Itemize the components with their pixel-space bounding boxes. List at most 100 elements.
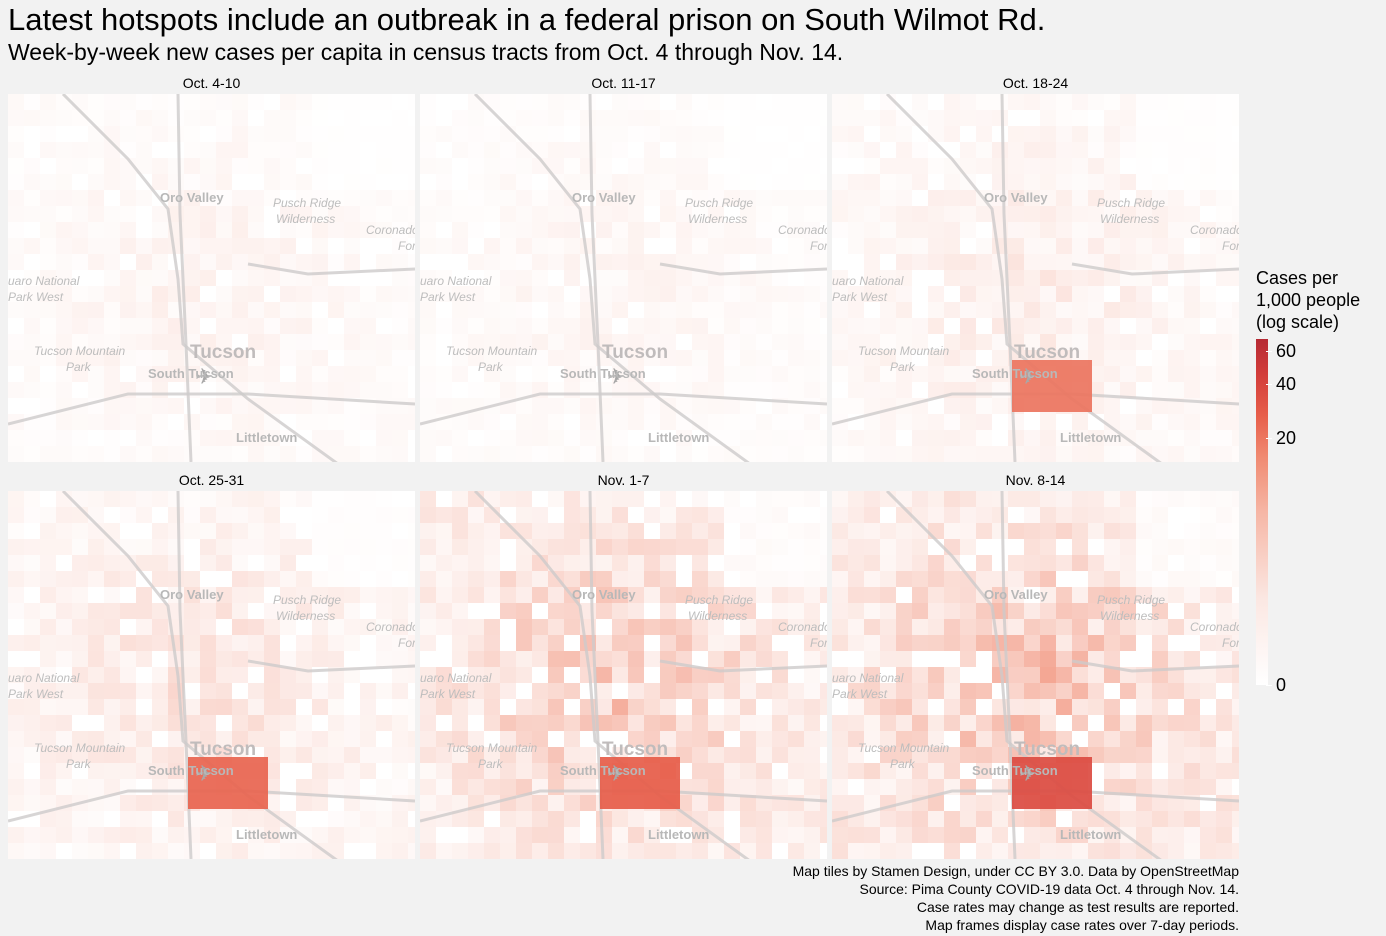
census-tract [724, 206, 740, 222]
census-tract [864, 603, 880, 619]
census-tract [500, 731, 516, 747]
census-tract [772, 491, 788, 507]
census-tract [408, 603, 415, 619]
census-tract [1168, 715, 1184, 731]
census-tract [992, 763, 1008, 779]
census-tract [376, 571, 392, 587]
census-tract [1104, 238, 1120, 254]
census-tract [360, 539, 376, 555]
census-tract [296, 366, 312, 382]
census-tract [708, 110, 724, 126]
census-tract [1184, 571, 1200, 587]
census-tract [628, 635, 644, 651]
census-tract [264, 366, 280, 382]
census-tract [248, 142, 264, 158]
census-tract [612, 619, 628, 635]
census-tract [788, 507, 804, 523]
census-tract [1152, 571, 1168, 587]
census-tract [516, 795, 532, 811]
census-tract [992, 430, 1008, 446]
census-tract [820, 334, 827, 350]
census-tract [516, 603, 532, 619]
census-tract [120, 747, 136, 763]
census-tract [56, 811, 72, 827]
census-tract [376, 446, 392, 462]
census-tract [312, 571, 328, 587]
census-tract [1216, 827, 1232, 843]
census-tract [360, 587, 376, 603]
census-tract [184, 302, 200, 318]
census-tract [1056, 667, 1072, 683]
census-tract [312, 763, 328, 779]
census-tract [216, 350, 232, 366]
census-tract [1056, 286, 1072, 302]
census-tract [804, 190, 820, 206]
census-tract [200, 174, 216, 190]
census-tract [1088, 619, 1104, 635]
census-tract [420, 430, 436, 446]
census-tract [708, 587, 724, 603]
census-tract [772, 619, 788, 635]
census-tract [1120, 555, 1136, 571]
census-tract [484, 94, 500, 110]
census-tract [1120, 507, 1136, 523]
census-tract [484, 350, 500, 366]
census-tract [1104, 635, 1120, 651]
census-tract [248, 430, 264, 446]
census-tract [848, 430, 864, 446]
census-tract [376, 699, 392, 715]
census-tract [740, 398, 756, 414]
census-tract [1008, 254, 1024, 270]
census-tract [1120, 603, 1136, 619]
census-tract [120, 446, 136, 462]
census-tract [452, 683, 468, 699]
census-tract [264, 126, 280, 142]
census-tract [200, 651, 216, 667]
census-tract [564, 382, 580, 398]
census-tract [848, 398, 864, 414]
census-tract [692, 94, 708, 110]
census-tract [928, 827, 944, 843]
census-tract [264, 827, 280, 843]
census-tract [564, 683, 580, 699]
census-tract [580, 190, 596, 206]
census-tract [740, 382, 756, 398]
census-tract [136, 763, 152, 779]
census-tract [1216, 350, 1232, 366]
census-tract [880, 110, 896, 126]
census-tract [200, 827, 216, 843]
census-tract [436, 747, 452, 763]
census-tract [280, 827, 296, 843]
census-tract [40, 238, 56, 254]
census-tract [120, 523, 136, 539]
census-tract [928, 190, 944, 206]
census-tract [376, 254, 392, 270]
census-tract [484, 430, 500, 446]
census-tract [1040, 318, 1056, 334]
census-tract [564, 635, 580, 651]
census-tract [612, 94, 628, 110]
census-tract [992, 683, 1008, 699]
census-tract [804, 635, 820, 651]
census-tract [468, 302, 484, 318]
census-tract [452, 142, 468, 158]
census-tract [912, 827, 928, 843]
census-tract [596, 110, 612, 126]
census-tract [772, 539, 788, 555]
census-tract [24, 491, 40, 507]
census-tract [392, 715, 408, 731]
census-tract [184, 414, 200, 430]
census-tract [1072, 619, 1088, 635]
census-tract [532, 334, 548, 350]
census-tract [232, 254, 248, 270]
census-tract [1136, 507, 1152, 523]
census-tract [944, 523, 960, 539]
census-tract [864, 587, 880, 603]
census-tract [864, 350, 880, 366]
census-tract [484, 811, 500, 827]
census-tract [1072, 635, 1088, 651]
census-tract [756, 763, 772, 779]
census-tract [1136, 206, 1152, 222]
census-tract [692, 174, 708, 190]
census-tract [1200, 667, 1216, 683]
